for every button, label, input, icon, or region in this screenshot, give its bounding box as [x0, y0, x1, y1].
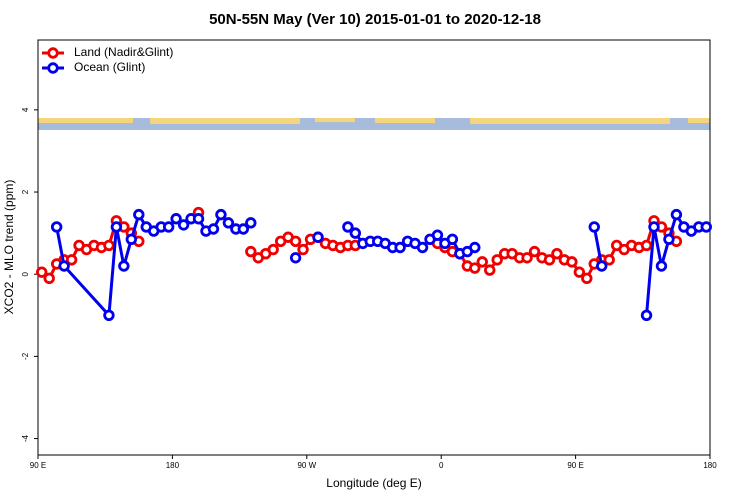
point: [648, 221, 660, 233]
point: [65, 254, 78, 266]
y-tick-label: 0: [21, 271, 30, 276]
legend-marker: [47, 47, 59, 59]
point: [596, 260, 608, 272]
point: [566, 256, 578, 268]
series-line: [592, 226, 604, 267]
chart-title: 50N-55N May (Ver 10) 2015-01-01 to 2020-…: [209, 11, 541, 28]
y-tick-label: 2: [21, 189, 30, 194]
point: [469, 262, 481, 274]
y-tick-label: 4: [21, 107, 30, 112]
point: [416, 241, 429, 254]
point: [431, 229, 444, 241]
point: [267, 243, 279, 256]
point: [394, 241, 406, 254]
point: [118, 260, 130, 272]
point: [349, 227, 362, 239]
point: [162, 221, 175, 233]
point: [103, 309, 115, 321]
x-tick-label: 90 E: [30, 461, 46, 470]
legend-marker: [47, 62, 59, 74]
point: [222, 217, 235, 229]
point: [207, 223, 220, 235]
point: [36, 266, 48, 278]
point: [640, 309, 653, 321]
y-tick-label: -4: [21, 434, 30, 442]
x-tick-label: 90 E: [567, 461, 583, 470]
point: [491, 254, 503, 266]
point: [551, 247, 563, 260]
point: [484, 264, 496, 276]
x-tick-label: 90 W: [297, 461, 316, 470]
x-tick-label: 0: [439, 461, 444, 470]
point: [603, 254, 615, 266]
plot-frame: [37, 39, 711, 456]
point: [58, 260, 70, 272]
point: [663, 233, 675, 245]
legend-label: Land (Nadir&Glint): [74, 45, 173, 59]
point: [245, 217, 257, 229]
point: [476, 256, 488, 268]
x-tick-label: 180: [166, 461, 180, 470]
point: [103, 239, 115, 252]
point: [312, 231, 324, 243]
point: [640, 239, 653, 252]
point: [289, 252, 302, 264]
point: [469, 241, 481, 254]
point: [446, 233, 459, 245]
point: [215, 208, 227, 221]
point: [342, 221, 354, 233]
point: [297, 243, 309, 256]
x-tick-label: 180: [703, 461, 717, 470]
point: [521, 252, 533, 264]
point: [670, 208, 683, 221]
point: [237, 223, 250, 235]
point: [543, 254, 556, 266]
x-axis-label: Longitude (deg E): [326, 476, 421, 490]
point: [125, 233, 138, 245]
point: [655, 260, 668, 272]
point: [177, 219, 190, 231]
point: [110, 221, 123, 233]
point: [528, 245, 541, 258]
legend-label: Ocean (Glint): [74, 60, 145, 74]
point: [700, 221, 712, 233]
y-axis-label: XCO2 - MLO trend (ppm): [2, 180, 16, 315]
point: [289, 235, 302, 248]
point: [133, 208, 145, 221]
map-strip: [38, 118, 710, 130]
point: [50, 221, 63, 233]
y-tick-label: -2: [21, 352, 30, 360]
point: [245, 245, 257, 258]
point: [573, 266, 586, 278]
point: [192, 213, 205, 225]
point: [588, 221, 600, 233]
point: [581, 272, 593, 285]
point: [43, 272, 55, 285]
point: [170, 213, 182, 225]
